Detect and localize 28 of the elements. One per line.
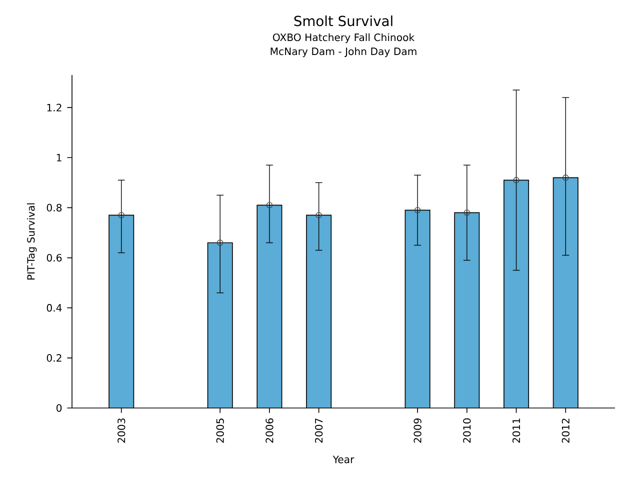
x-tick-label: 2007 <box>315 418 323 443</box>
chart-title: Smolt Survival <box>294 15 392 26</box>
y-tick-label: 0.8 <box>46 204 62 212</box>
text: McNary Dam - John Day Dam <box>270 47 416 58</box>
x-tick-label: 2009 <box>414 418 422 443</box>
point <box>513 177 520 184</box>
x-tick-label: 2005 <box>216 418 224 443</box>
y-tick-label: 1.2 <box>47 104 62 112</box>
y-tick-label: 1 <box>56 154 62 162</box>
y-tick-label: 0 <box>56 404 62 412</box>
x-tick-label: 2006 <box>266 418 274 443</box>
y-tick-label: 0.4 <box>46 304 62 312</box>
x-tick-label: 2011 <box>512 418 520 443</box>
x-tick-label: 2010 <box>463 418 471 443</box>
x-axis-title: Year <box>332 456 354 464</box>
x-tick-label: 2012 <box>562 418 570 443</box>
point <box>316 212 322 218</box>
x-tick-label: 2003 <box>118 418 126 443</box>
point <box>118 212 124 218</box>
y-tick-label: 0.6 <box>46 254 62 262</box>
point <box>216 240 224 246</box>
y-tick-label: 0.2 <box>46 354 62 362</box>
point <box>266 202 273 208</box>
point <box>464 210 470 216</box>
point <box>562 174 569 181</box>
point <box>414 207 421 214</box>
chart-subtitle: OXBO Hatchery Fall Chinook <box>272 33 415 44</box>
y-axis-title: PIT-Tag Survival <box>26 203 37 280</box>
